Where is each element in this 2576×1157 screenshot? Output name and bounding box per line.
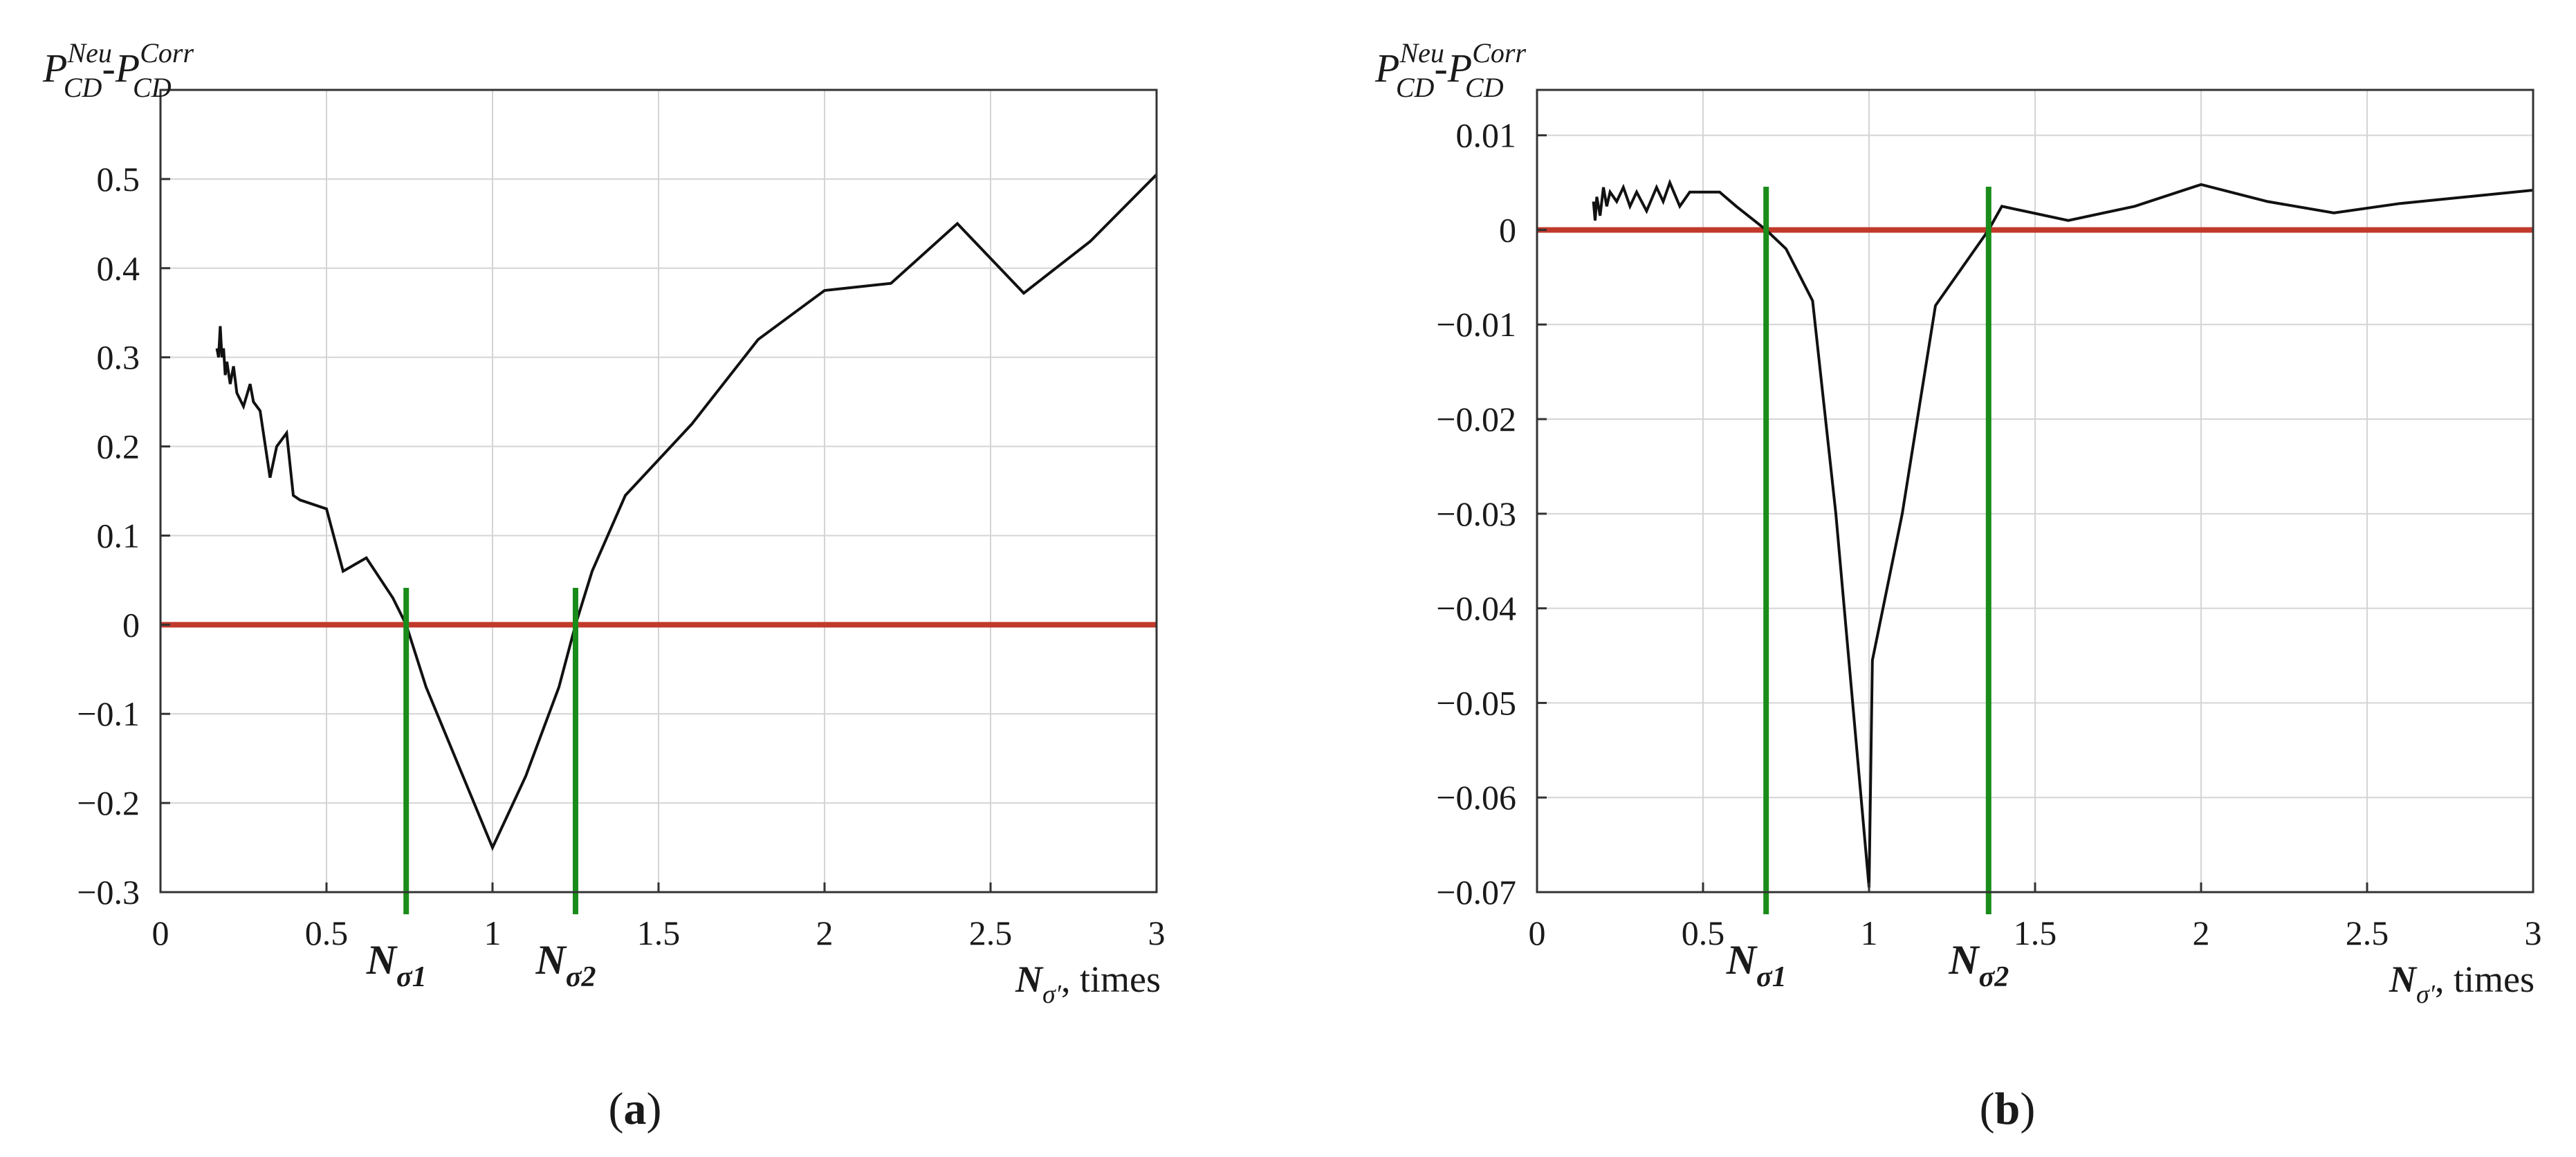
x-tick-label: 2 [2193,914,2210,952]
x-tick-label: 0.5 [305,914,349,952]
x-tick-label: 1.5 [2014,914,2057,952]
x-tick-label: 1 [1861,914,1878,952]
panel-b: Nσ1 Nσ2 0 0.5 1 1.5 2 2.5 3 −0.07 −0.06 −0.05 −0.04… [1374,37,2542,1134]
y-tick-label: 0.01 [1456,116,1517,155]
caption-b: (b) [1980,1084,2036,1134]
y-tick-label: 0.5 [97,160,140,198]
y-tick-label: −0.04 [1436,589,1516,628]
x-tick-label: 1.5 [637,914,681,952]
y-tick-label: −0.06 [1436,778,1516,817]
marker-label-sigma2: Nσ2 [1948,937,2009,993]
series-line [1592,178,2534,888]
x-tick-label: 0 [1529,914,1546,952]
y-tick-label: 0 [122,605,140,644]
y-tick-label: −0.2 [77,784,140,822]
y-tick-label: −0.3 [77,873,140,911]
x-tick-label: 0 [152,914,169,952]
y-tick-label: −0.05 [1436,683,1516,722]
y-tick-label: 0.3 [97,338,140,377]
x-axis-label-b: Nσ′, times [2389,959,2534,1009]
y-tick-label: 0 [1499,210,1516,249]
y-tick-label: 0.4 [97,249,140,288]
y-tick-label: −0.07 [1436,873,1516,911]
x-tick-label: 1 [484,914,502,952]
series-line [215,173,1158,851]
caption-a: (a) [609,1084,662,1134]
marker-label-sigma1: Nσ1 [366,937,427,993]
x-axis-label-a: Nσ′, times [1015,959,1161,1009]
x-tick-label: 3 [1148,914,1166,952]
marker-label-sigma2: Nσ2 [535,937,596,993]
y-tick-label: 0.1 [97,516,140,555]
y-axis-label-a: PNeu CD-PCorr CD [42,37,194,103]
y-tick-label: −0.03 [1436,494,1516,533]
x-tick-label: 0.5 [1682,914,1725,952]
x-tick-label: 2.5 [969,914,1013,952]
x-tick-label: 2.5 [2346,914,2389,952]
x-tick-label: 3 [2525,914,2542,952]
y-axis-label-b: PNeu CD-PCorr CD [1374,37,1526,103]
y-tick-label: −0.02 [1436,400,1516,438]
marker-label-sigma1: Nσ1 [1726,937,1787,993]
y-tick-label: −0.01 [1436,305,1516,344]
y-tick-label: 0.2 [97,427,140,466]
y-tick-label: −0.1 [77,694,140,733]
x-tick-label: 2 [816,914,834,952]
panel-a: Nσ1 Nσ2 0 0.5 1 1.5 2 2.5 3 −0.3 −0.2 −0.1 0 0.1 0.2 0… [42,37,1166,1134]
